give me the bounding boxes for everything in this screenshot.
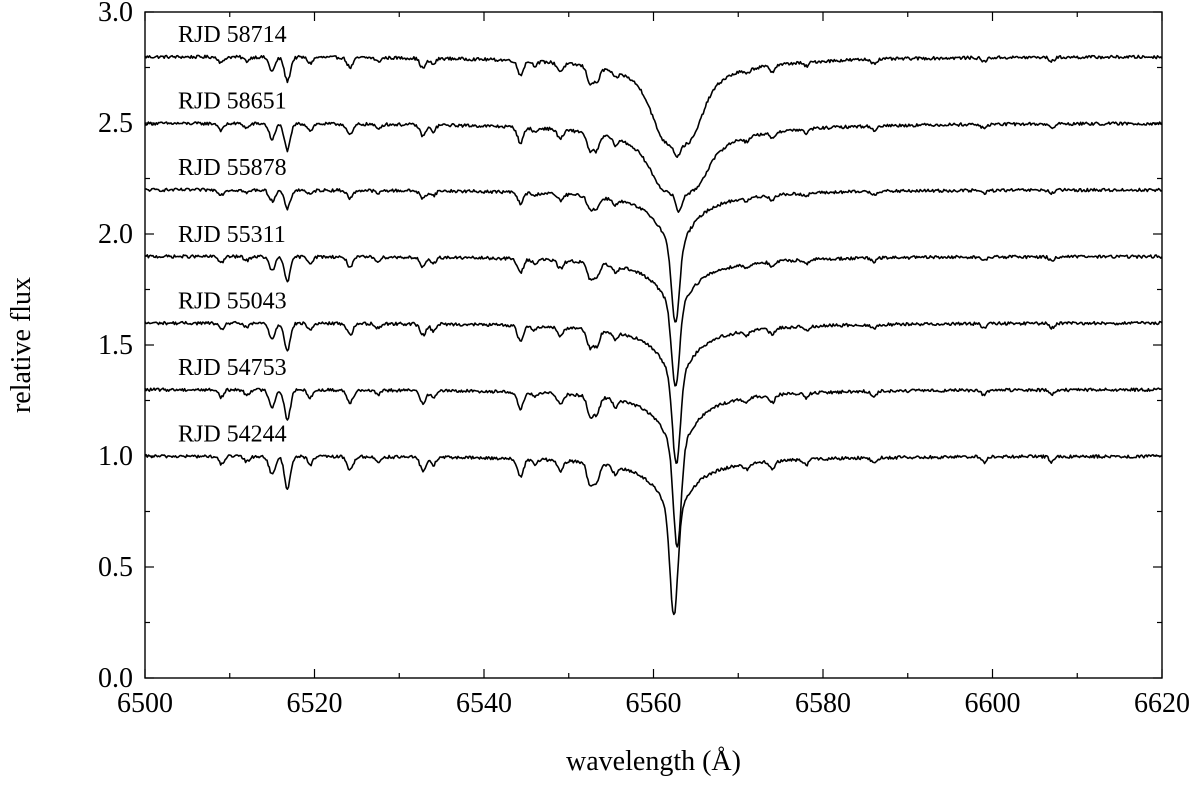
y-tick-label: 1.0	[98, 441, 133, 472]
spectrum-curves	[144, 54, 1163, 616]
y-tick-label: 3.0	[98, 0, 133, 28]
x-tick-labels: 6500 6520 6540 6560 6580 6600 6620	[117, 688, 1190, 719]
y-tick-labels: 0.0 0.5 1.0 1.5 2.0 2.5 3.0	[98, 0, 133, 694]
x-axis-title: wavelength (Å)	[566, 746, 741, 777]
series-label: RJD 55043	[178, 288, 287, 314]
y-tick-label: 2.5	[98, 108, 133, 139]
axis-ticks	[144, 11, 1163, 679]
x-tick-label: 6520	[287, 688, 343, 719]
x-tick-label: 6600	[965, 688, 1021, 719]
series-label: RJD 58651	[178, 89, 287, 115]
y-tick-label: 0.0	[98, 663, 133, 694]
spectrum-line	[144, 121, 1163, 213]
plot-frame	[144, 11, 1163, 679]
x-tick-label: 6500	[117, 688, 173, 719]
spectrum-line	[144, 254, 1163, 387]
series-label: RJD 55878	[178, 155, 287, 181]
spectrum-line	[144, 320, 1163, 464]
series-label: RJD 54753	[178, 355, 287, 381]
series-labels: RJD 58714 RJD 58651 RJD 55878 RJD 55311 RJD …	[178, 22, 287, 448]
y-tick-label: 0.5	[98, 552, 133, 583]
series-label: RJD 58714	[178, 22, 287, 48]
spectrum-line	[144, 54, 1163, 158]
x-tick-label: 6560	[626, 688, 682, 719]
x-tick-label: 6580	[795, 688, 851, 719]
spectrum-line	[144, 387, 1163, 548]
x-tick-label: 6620	[1134, 688, 1190, 719]
series-label: RJD 54244	[178, 422, 287, 448]
series-label: RJD 55311	[178, 222, 286, 248]
x-tick-label: 6540	[456, 688, 512, 719]
spectrum-line	[144, 453, 1163, 616]
spectrum-line	[144, 187, 1163, 323]
y-tick-label: 2.0	[98, 219, 133, 250]
y-tick-label: 1.5	[98, 330, 133, 361]
y-axis-title: relative flux	[6, 277, 37, 413]
